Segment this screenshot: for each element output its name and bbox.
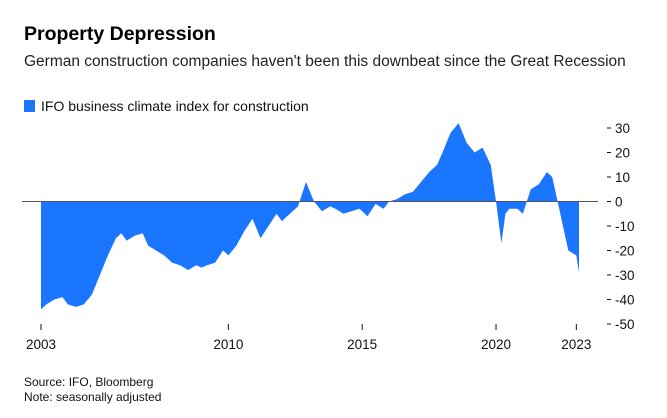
chart-title: Property Depression bbox=[24, 23, 216, 45]
x-tick-label: 2015 bbox=[347, 337, 377, 352]
y-tick-label: 0 bbox=[615, 195, 623, 210]
y-tick-label: -50 bbox=[615, 317, 635, 332]
x-tick-label: 2003 bbox=[26, 337, 56, 352]
chart-subtitle: German construction companies haven't be… bbox=[24, 53, 626, 70]
y-tick-label: -30 bbox=[615, 268, 635, 283]
footnote: Note: seasonally adjusted bbox=[24, 390, 162, 404]
x-axis: 2003 2010 2015 2020 2023 bbox=[26, 324, 591, 352]
x-tick-label: 2020 bbox=[481, 337, 511, 352]
legend-label: IFO business climate index for construct… bbox=[41, 98, 309, 114]
x-tick-label: 2023 bbox=[561, 337, 591, 352]
y-axis: 30 20 10 0 -10 -20 -30 -40 -50 bbox=[607, 121, 635, 332]
legend: IFO business climate index for construct… bbox=[24, 98, 309, 114]
source-note: Source: IFO, Bloomberg bbox=[24, 375, 154, 389]
y-tick-label: -40 bbox=[615, 293, 635, 308]
y-tick-label: -20 bbox=[615, 244, 635, 259]
y-tick-label: 20 bbox=[615, 146, 630, 161]
y-tick-label: 30 bbox=[615, 121, 630, 136]
legend-swatch bbox=[24, 100, 35, 112]
series-area-layer bbox=[41, 123, 579, 310]
y-tick-label: 10 bbox=[615, 170, 630, 185]
y-tick-label: -10 bbox=[615, 219, 635, 234]
footer: Source: IFO, Bloomberg Note: seasonally … bbox=[24, 375, 161, 405]
series-area bbox=[41, 123, 579, 310]
x-tick-label: 2010 bbox=[213, 337, 243, 352]
